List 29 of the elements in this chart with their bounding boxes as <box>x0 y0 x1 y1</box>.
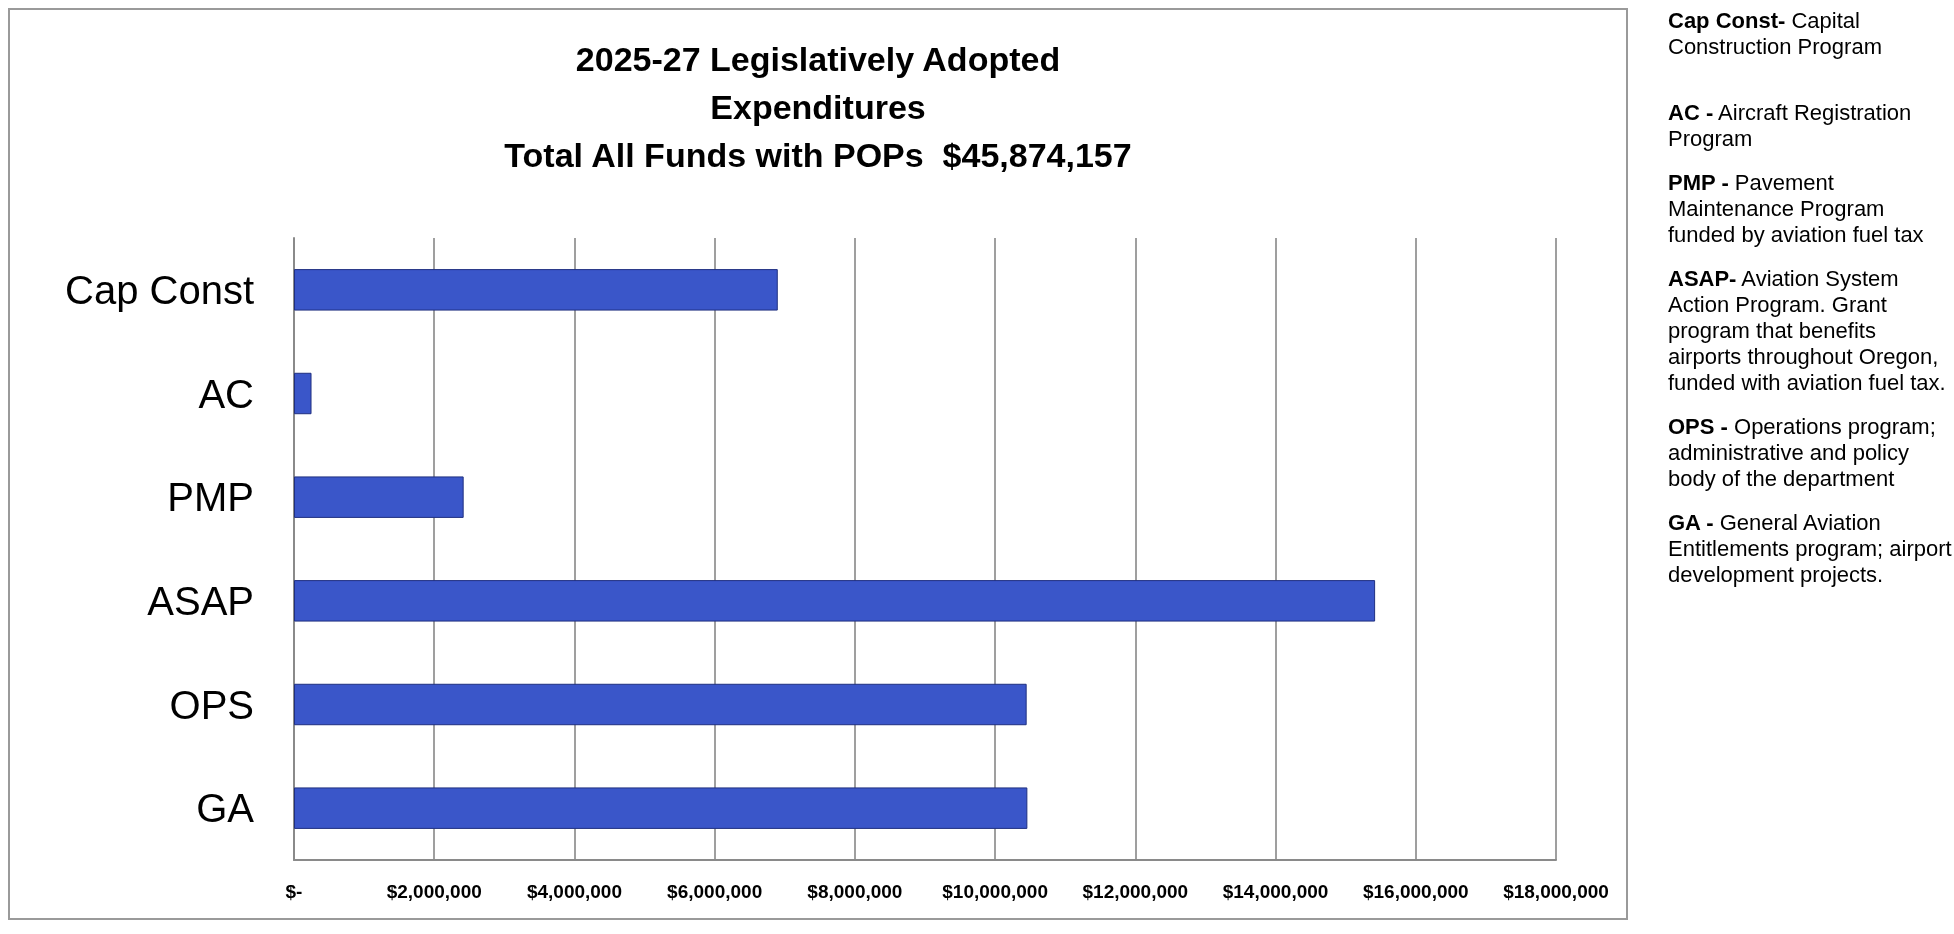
x-tick-label: $18,000,000 <box>1503 881 1609 902</box>
y-tick-label: GA <box>196 786 255 831</box>
x-tick-label: $2,000,000 <box>386 881 482 902</box>
x-tick-label: $8,000,000 <box>807 881 903 902</box>
text: ASAP- Aviation System Action Program. Grant program that benefits airports throughout Oregon, funded with aviation fuel tax. <box>1668 266 1947 396</box>
y-tick-label: AC <box>198 371 254 416</box>
x-tick-label: $6,000,000 <box>667 881 763 902</box>
text: GA - General Aviation Entitlements program; airport development projects. <box>1668 510 1953 588</box>
chart-title: 2025-27 Legislatively Adopted Expenditures Total All Funds with POPs $45,874,157 <box>504 40 1132 174</box>
bar <box>294 580 1376 622</box>
bar <box>294 476 464 518</box>
text: PMP - Pavement Maintenance Program funded by aviation fuel tax <box>1668 170 1925 248</box>
y-tick-label: PMP <box>167 475 254 520</box>
x-tick-label: $12,000,000 <box>1082 881 1189 902</box>
bar <box>294 787 1028 829</box>
y-tick-label: OPS <box>169 682 254 727</box>
bar <box>294 372 312 415</box>
x-tick-label: $- <box>285 881 303 902</box>
bar <box>294 269 778 311</box>
y-tick-label: ASAP <box>147 578 254 623</box>
y-tick-label: Cap Const <box>65 267 254 312</box>
x-tick-label: $4,000,000 <box>526 881 622 902</box>
text: AC - Aircraft Registration Program <box>1668 100 1913 152</box>
x-tick-label: $14,000,000 <box>1222 881 1329 902</box>
text: OPS - Operations program; administrative and policy body of the department <box>1668 414 1937 492</box>
text: Cap Const- Capital Construction Program <box>1668 8 1883 60</box>
bar <box>294 683 1027 726</box>
x-tick-label: $16,000,000 <box>1362 881 1469 902</box>
x-tick-label: $10,000,000 <box>942 881 1048 902</box>
